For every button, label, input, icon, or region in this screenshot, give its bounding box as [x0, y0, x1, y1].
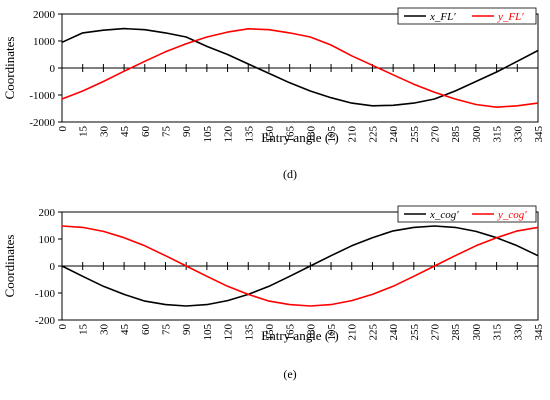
x-tick-label: 90 [181, 126, 193, 138]
y-tick-label: 0 [50, 261, 56, 273]
x-tick-label: 135 [243, 126, 255, 143]
x-tick-label: 255 [409, 126, 421, 143]
x-tick-label: 345 [533, 126, 545, 143]
legend-label: x_FL′ [429, 11, 456, 23]
y-tick-label: -2000 [29, 117, 55, 129]
x-tick-label: 15 [78, 324, 90, 336]
x-tick-label: 0 [57, 324, 69, 330]
x-tick-label: 270 [430, 324, 442, 341]
x-tick-label: 45 [119, 324, 131, 336]
x-tick-label: 300 [471, 324, 483, 341]
x-tick-label: 75 [160, 324, 172, 336]
x-tick-label: 105 [202, 324, 214, 341]
x-tick-label: 300 [471, 126, 483, 143]
series-line-black [61, 225, 539, 307]
x-tick-label: 75 [160, 126, 172, 138]
x-tick-label: 285 [450, 126, 462, 143]
x-tick-label: 60 [140, 324, 152, 336]
x-tick-label: 210 [347, 126, 359, 143]
x-tick-label: 60 [140, 126, 152, 138]
legend: x_FL′ y_FL′ [397, 7, 537, 25]
x-tick-label: 150 [264, 126, 276, 143]
series-line-red [61, 27, 539, 108]
x-axis-title: Entry angle (°) [261, 130, 338, 145]
legend-box [397, 205, 537, 223]
x-tick-label: 195 [326, 324, 338, 341]
x-tick-label: 180 [305, 324, 317, 341]
x-tick-label: 210 [347, 324, 359, 341]
panel-caption: (d) [283, 167, 297, 181]
x-tick-label: 45 [119, 126, 131, 138]
x-tick-label: 0 [57, 126, 69, 132]
legend-label: x_cog′ [429, 209, 459, 221]
x-tick-label: 15 [78, 126, 90, 138]
x-tick-label: 315 [492, 126, 504, 143]
series-line-black [61, 27, 539, 107]
x-tick-label: 255 [409, 324, 421, 341]
x-tick-label: 90 [181, 324, 193, 336]
x-tick-label: 315 [492, 324, 504, 341]
y-tick-label: 100 [39, 234, 56, 246]
panel-caption: (e) [283, 367, 296, 381]
y-tick-label: -100 [35, 288, 56, 300]
x-tick-label: 150 [264, 324, 276, 341]
x-tick-label: 30 [98, 324, 110, 336]
series-line-red [61, 225, 539, 307]
x-tick-label: 270 [430, 126, 442, 143]
x-tick-label: 240 [388, 324, 400, 341]
x-tick-label: 195 [326, 126, 338, 143]
x-tick-label: 345 [533, 324, 545, 341]
x-tick-label: 30 [98, 126, 110, 138]
y-axis-title: Coordinates [2, 235, 17, 298]
y-tick-label: 200 [39, 207, 56, 219]
x-tick-label: 165 [285, 126, 297, 143]
x-tick-label: 240 [388, 126, 400, 143]
x-tick-label: 120 [223, 126, 235, 143]
x-tick-label: 180 [305, 126, 317, 143]
legend-label: y_FL′ [497, 11, 524, 23]
y-axis-title: Coordinates [2, 37, 17, 100]
y-tick-label: -200 [35, 315, 56, 327]
legend-label: y_cog′ [497, 209, 527, 221]
y-tick-label: 0 [50, 63, 56, 75]
x-tick-label: 105 [202, 126, 214, 143]
y-tick-label: 1000 [33, 36, 56, 48]
x-tick-label: 120 [223, 324, 235, 341]
x-axis-title: Entry angle (°) [261, 328, 338, 343]
legend: x_cog′ y_cog′ [397, 205, 537, 223]
x-tick-label: 225 [367, 324, 379, 341]
legend-box [397, 7, 537, 25]
x-tick-label: 330 [512, 324, 524, 341]
x-tick-label: 285 [450, 324, 462, 341]
x-tick-label: 330 [512, 126, 524, 143]
y-tick-label: 2000 [33, 9, 56, 21]
x-tick-label: 225 [367, 126, 379, 143]
x-tick-label: 165 [285, 324, 297, 341]
x-tick-label: 135 [243, 324, 255, 341]
y-tick-label: -1000 [29, 90, 55, 102]
